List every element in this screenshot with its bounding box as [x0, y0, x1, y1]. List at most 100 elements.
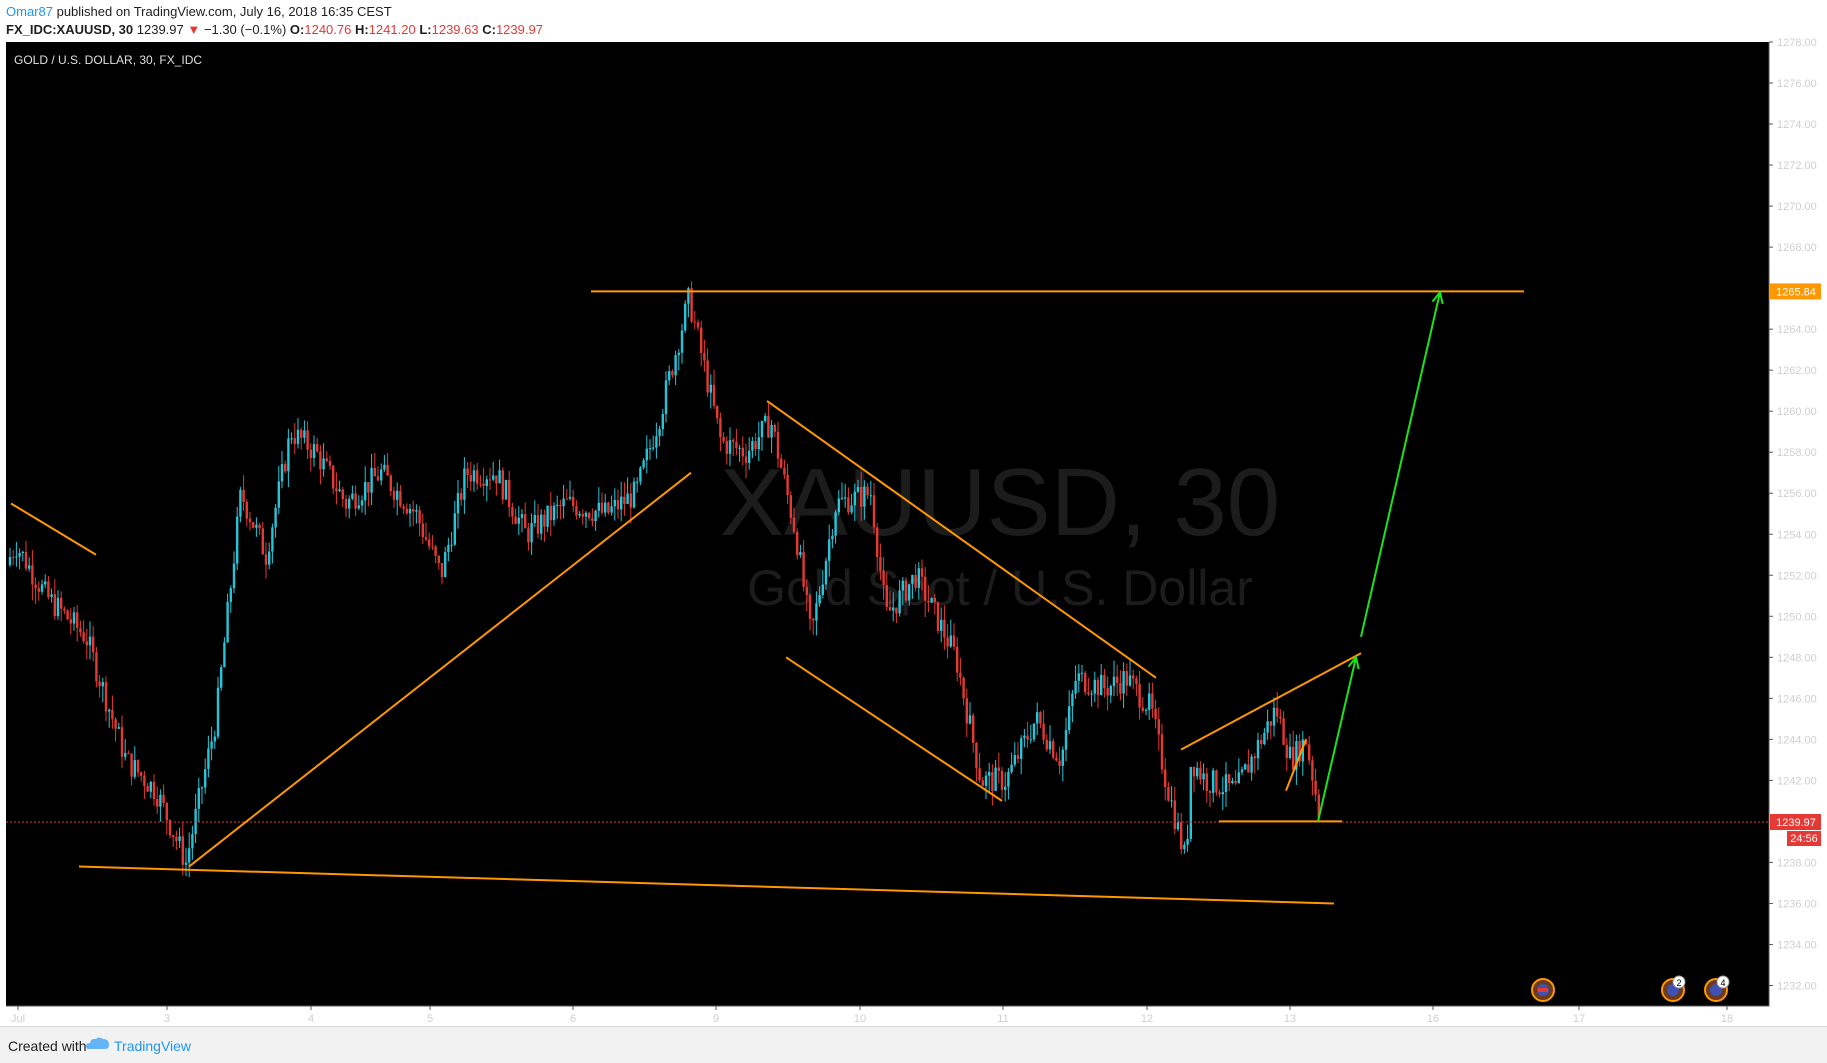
candle-body [700, 327, 703, 353]
candle-body [1122, 671, 1125, 694]
candle-body [466, 468, 469, 476]
candle-body [952, 635, 956, 647]
price-axis-label: 1270.00 [1777, 201, 1817, 213]
candle-body [300, 429, 303, 438]
candle-body [463, 468, 466, 500]
candle-body [866, 486, 869, 496]
candle-body [476, 470, 479, 484]
price-axis-label: 1239.97 [1776, 817, 1816, 829]
candle-body [101, 682, 104, 687]
price-axis[interactable]: 1278.00 1276.00 1274.00 1272.00 1270.00 1268.… [1769, 37, 1821, 992]
event-flag-icon[interactable] [1531, 978, 1555, 1002]
event-flag-icon-3[interactable]: 4 [1704, 975, 1730, 1002]
price-axis-label: 1276.00 [1777, 78, 1817, 90]
event-flag-icon-2[interactable]: 2 [1661, 975, 1686, 1002]
candle-body [325, 458, 328, 461]
candle-body [885, 585, 888, 608]
price-axis-label: 1236.00 [1777, 898, 1817, 910]
trendline[interactable] [1180, 652, 1362, 751]
candle-body [1023, 735, 1026, 739]
candle-body [629, 493, 632, 508]
candle-body [1112, 676, 1116, 687]
candle-body [184, 862, 188, 865]
candle-body [872, 495, 876, 528]
candle-body [1052, 741, 1055, 758]
candle-body [514, 516, 517, 524]
candle-body [1272, 707, 1276, 726]
candle-body [527, 528, 530, 543]
candle-body [24, 551, 28, 569]
candle-body [485, 479, 488, 486]
time-axis-label: 10 [854, 1013, 866, 1025]
candle-body [437, 555, 440, 564]
candle-body [898, 590, 901, 614]
candle-body [575, 506, 578, 516]
candle-body [1160, 734, 1164, 770]
price-axis-label: 1234.00 [1777, 939, 1817, 951]
price-chart[interactable]: GOLD / U.S. DOLLAR, 30, FX_IDC XAUUSD, 3… [0, 0, 1827, 1026]
candle-body [508, 479, 511, 508]
candle-body [140, 772, 143, 776]
price-axis-label: 1272.00 [1777, 160, 1817, 172]
candle-body [1250, 756, 1253, 773]
countdown-label: 24:56 [1790, 833, 1818, 845]
trendline[interactable] [188, 471, 692, 868]
candle-body [757, 437, 760, 450]
candle-body [1138, 684, 1141, 708]
candle-body [597, 502, 600, 511]
candle-body [1263, 732, 1266, 745]
time-axis-label: 11 [997, 1013, 1008, 1025]
candle-body [581, 513, 584, 517]
candle-body [1010, 764, 1013, 773]
candle-body [1298, 741, 1301, 762]
candle-body [60, 597, 63, 609]
candle-body [600, 502, 604, 513]
candle-body [616, 500, 620, 510]
candle-body [1109, 686, 1112, 696]
trendline[interactable] [10, 502, 97, 556]
candle-body [284, 464, 287, 472]
candle-body [924, 576, 927, 601]
candle-body [1116, 676, 1119, 683]
candle-body [1029, 739, 1032, 741]
time-axis[interactable]: Jul 3 4 5 6 9 10 11 12 13 16 17 18 [11, 1006, 1733, 1025]
trendline[interactable] [1285, 738, 1307, 792]
trendline[interactable] [78, 865, 1335, 905]
candle-body [796, 531, 799, 556]
candle-body [21, 551, 24, 554]
candle-body [680, 330, 684, 353]
candle-body [44, 581, 47, 585]
candle-body [626, 493, 629, 504]
candle-body [360, 500, 364, 506]
candle-body [751, 441, 754, 451]
candle-body [968, 715, 972, 724]
candle-body [1090, 693, 1093, 695]
trendline[interactable] [785, 656, 1003, 802]
candle-body [85, 641, 88, 646]
arrow-line[interactable] [1317, 657, 1357, 822]
candle-body [1154, 708, 1157, 720]
candle-body [223, 642, 226, 668]
candle-body [677, 352, 680, 356]
author-link[interactable]: Omar87 [6, 4, 53, 19]
candle-body [1176, 822, 1180, 830]
watermark-symbol: XAUUSD, 30 [720, 449, 1280, 556]
candle-body [149, 781, 152, 792]
candle-body [370, 467, 373, 493]
candle-body [812, 618, 815, 621]
candle-body [178, 836, 181, 842]
candle-body [1215, 770, 1218, 793]
trendline[interactable] [766, 400, 1157, 679]
candle-body [280, 464, 284, 482]
tradingview-link[interactable]: TradingView [114, 1038, 192, 1054]
arrow-line[interactable] [1360, 292, 1441, 638]
candle-body [495, 475, 498, 484]
candle-body [402, 506, 405, 509]
candle-body [594, 510, 597, 522]
candle-body [194, 808, 197, 835]
candle-body [1247, 764, 1250, 773]
candle-body [8, 557, 12, 566]
candle-body [1311, 760, 1314, 781]
candle-body [786, 474, 789, 496]
candle-body [207, 748, 210, 770]
